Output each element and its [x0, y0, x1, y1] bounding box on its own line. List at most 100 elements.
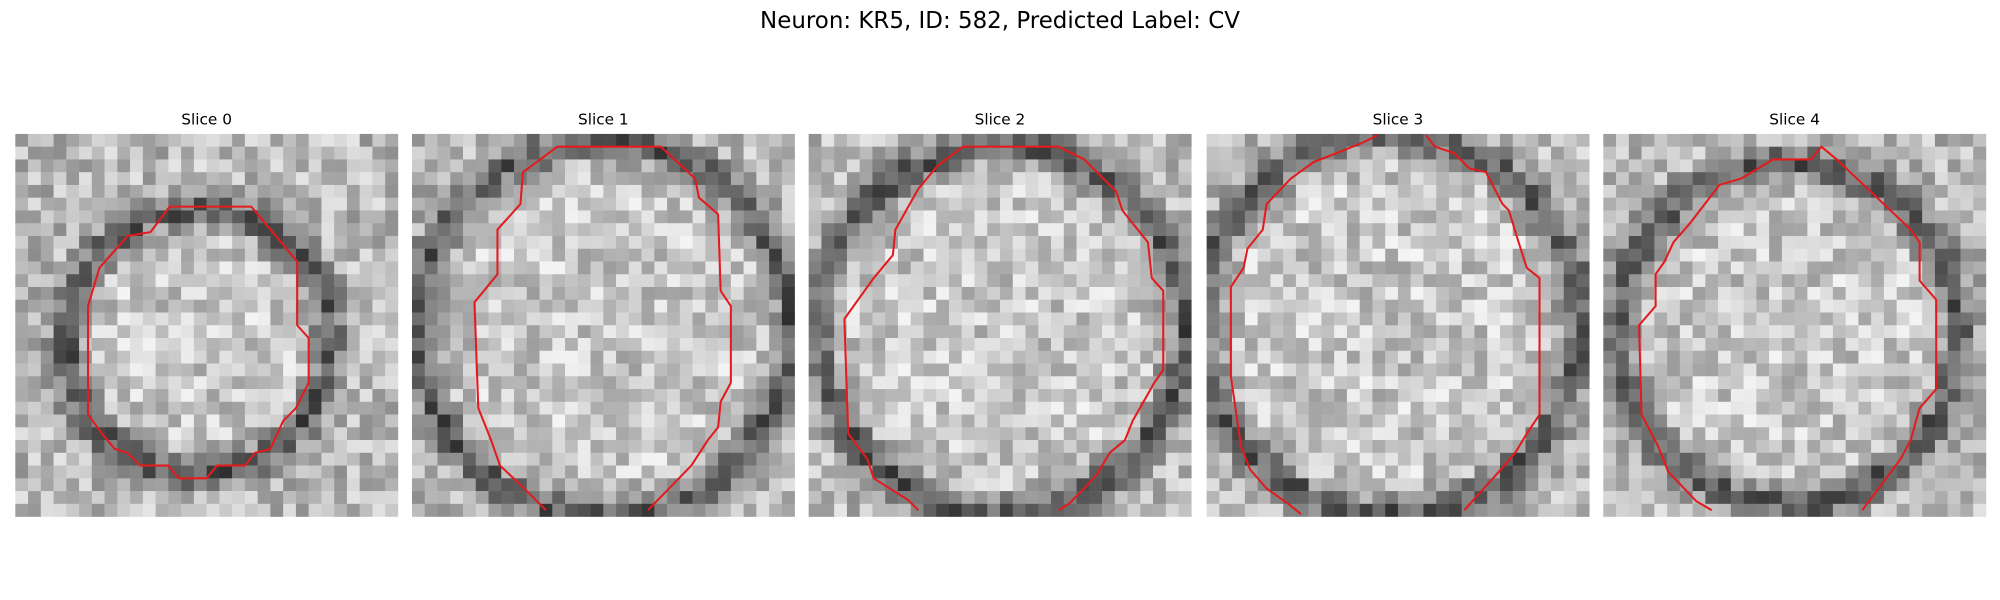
pixel	[1896, 299, 1910, 313]
pixel	[923, 184, 937, 198]
pixel	[1308, 172, 1322, 186]
pixel	[679, 312, 693, 326]
pixel	[667, 338, 681, 352]
pixel	[1257, 363, 1271, 377]
pixel	[104, 478, 118, 492]
pixel	[1883, 427, 1897, 441]
pixel	[1153, 401, 1167, 415]
pixel	[718, 235, 732, 249]
pixel	[692, 452, 706, 466]
pixel	[488, 210, 502, 224]
pixel	[1756, 133, 1770, 147]
pixel	[1076, 299, 1090, 313]
pixel	[1436, 338, 1450, 352]
pixel	[1178, 248, 1192, 262]
pixel	[885, 389, 899, 403]
pixel	[295, 172, 309, 186]
pixel	[974, 261, 988, 275]
pixel	[1654, 401, 1668, 415]
pixel	[1140, 491, 1154, 505]
pixel	[1232, 235, 1246, 249]
pixel	[1820, 248, 1834, 262]
pixel	[15, 159, 29, 173]
pixel	[219, 261, 233, 275]
pixel	[1487, 299, 1501, 313]
pixel	[1820, 210, 1834, 224]
pixel	[1883, 197, 1897, 211]
pixel	[1756, 363, 1770, 377]
pixel	[552, 210, 566, 224]
pixel	[692, 159, 706, 173]
pixel	[1512, 286, 1526, 300]
pixel	[539, 274, 553, 288]
pixel	[539, 172, 553, 186]
pixel	[808, 197, 822, 211]
pixel	[91, 248, 105, 262]
pixel	[1165, 197, 1179, 211]
pixel	[769, 478, 783, 492]
pixel	[961, 299, 975, 313]
pixel	[501, 414, 515, 428]
pixel	[834, 274, 848, 288]
pixel	[142, 261, 156, 275]
pixel	[1038, 223, 1052, 237]
pixel	[244, 299, 258, 313]
pixel	[987, 261, 1001, 275]
pixel	[936, 210, 950, 224]
pixel	[1641, 452, 1655, 466]
pixel	[1474, 184, 1488, 198]
pixel	[475, 172, 489, 186]
pixel	[40, 274, 54, 288]
pixel	[1140, 440, 1154, 454]
pixel	[501, 478, 515, 492]
pixel	[1244, 350, 1258, 364]
pixel	[450, 452, 464, 466]
pixel	[1871, 248, 1885, 262]
pixel	[1934, 478, 1948, 492]
pixel	[1474, 133, 1488, 147]
pixel	[539, 338, 553, 352]
pixel	[565, 274, 579, 288]
pixel	[117, 325, 131, 339]
pixel	[1603, 172, 1617, 186]
pixel	[1603, 401, 1617, 415]
pixel	[1922, 478, 1936, 492]
pixel	[1283, 440, 1297, 454]
figure-title: Neuron: KR5, ID: 582, Predicted Label: C…	[760, 8, 1240, 34]
pixel	[974, 133, 988, 147]
pixel	[53, 401, 67, 415]
pixel	[1909, 159, 1923, 173]
pixel	[1705, 389, 1719, 403]
pixel	[1628, 376, 1642, 390]
pixel	[821, 427, 835, 441]
pixel	[897, 184, 911, 198]
pixel	[334, 210, 348, 224]
pixel	[961, 235, 975, 249]
pixel	[974, 312, 988, 326]
pixel	[168, 401, 182, 415]
pixel	[1667, 286, 1681, 300]
pixel	[53, 235, 67, 249]
pixel	[117, 452, 131, 466]
pixel	[1219, 389, 1233, 403]
pixel	[1038, 440, 1052, 454]
pixel	[1051, 223, 1065, 237]
pixel	[1178, 401, 1192, 415]
pixel	[654, 503, 668, 517]
pixel	[1551, 503, 1565, 517]
pixel	[1934, 133, 1948, 147]
pixel	[565, 159, 579, 173]
pixel	[718, 478, 732, 492]
pixel	[1474, 210, 1488, 224]
pixel	[1858, 223, 1872, 237]
pixel	[1820, 299, 1834, 313]
pixel	[1089, 414, 1103, 428]
pixel	[1832, 159, 1846, 173]
pixel	[1410, 440, 1424, 454]
pixel	[1153, 223, 1167, 237]
pixel	[104, 491, 118, 505]
pixel	[1947, 376, 1961, 390]
pixel	[948, 286, 962, 300]
pixel	[1487, 427, 1501, 441]
pixel	[692, 389, 706, 403]
